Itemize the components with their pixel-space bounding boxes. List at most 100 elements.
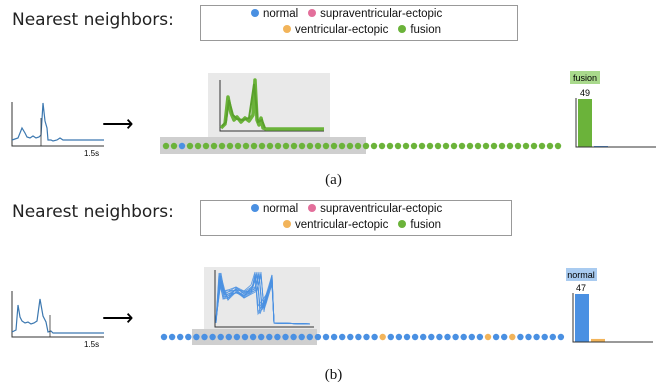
neighbor-dot: [509, 333, 516, 341]
histogram-bar: [578, 99, 592, 147]
nearest-neighbors-title: Nearest neighbors:: [12, 202, 174, 222]
histogram-bar: [591, 338, 605, 342]
neighbor-dot: [354, 142, 362, 150]
neighbor-dot: [338, 142, 346, 150]
neighbor-dot: [410, 142, 418, 150]
neighbor-dot: [274, 333, 281, 341]
legend-item-fusion: fusion: [398, 219, 441, 231]
neighbor-dot: [418, 142, 426, 150]
neighbor-dot: [546, 142, 554, 150]
neighbor-overlay-plot: [208, 73, 330, 137]
neighbor-dot: [371, 333, 378, 341]
neighbor-dot: [514, 142, 522, 150]
neighbor-dot: [201, 333, 208, 341]
dot-icon: [308, 204, 317, 212]
neighbor-dot: [476, 333, 484, 341]
histogram-bar: [575, 294, 589, 342]
neighbor-dot: [378, 142, 386, 150]
neighbor-dot-strip: [162, 142, 562, 150]
dot-icon: [398, 220, 407, 228]
neighbor-dot: [306, 142, 314, 150]
neighbor-trace: [215, 271, 311, 325]
neighbor-dot: [168, 333, 176, 341]
neighbor-dot: [442, 142, 450, 150]
neighbor-dot: [379, 333, 386, 341]
neighbor-dot: [387, 333, 394, 341]
neighbor-dot: [428, 333, 435, 341]
neighbor-dot: [218, 142, 226, 150]
class-legend: normal supraventricular-ectopic ventricul…: [200, 200, 512, 236]
neighbor-dot: [225, 333, 232, 341]
neighbor-dot: [452, 333, 459, 341]
legend-item-normal: normal: [251, 203, 298, 215]
neighbor-dot: [226, 142, 234, 150]
dot-icon: [283, 25, 291, 33]
neighbor-dot: [193, 333, 200, 341]
neighbor-dot: [290, 333, 297, 341]
neighbor-dot: [249, 333, 257, 341]
neighbor-dot: [538, 142, 546, 150]
query-signal: 1.5s: [11, 291, 104, 349]
neighbor-dot: [202, 142, 210, 150]
legend-item-fusion: fusion: [398, 24, 441, 36]
class-legend: normal supraventricular-ectopic ventricul…: [200, 5, 518, 41]
neighbor-dot: [355, 333, 362, 341]
neighbor-dot: [234, 142, 242, 150]
neighbor-dot: [160, 333, 168, 341]
dot-icon: [308, 9, 317, 17]
class-histogram: normal 47: [566, 268, 653, 343]
query-signal: 1.5s: [11, 102, 104, 158]
neighbor-dot: [458, 142, 466, 150]
legend-item-supraventricular-ectopic: supraventricular-ectopic: [308, 203, 442, 215]
neighbor-dot: [322, 333, 330, 341]
neighbor-dot: [402, 142, 410, 150]
neighbor-dot: [339, 333, 346, 341]
legend-item-ventricular-ectopic: ventricular-ectopic: [283, 219, 388, 231]
neighbor-dot: [434, 142, 442, 150]
neighbor-dot: [525, 333, 532, 341]
nearest-neighbors-title: Nearest neighbors:: [12, 10, 174, 30]
predicted-class-label: fusion: [573, 73, 597, 83]
neighbor-dot: [506, 142, 514, 150]
neighbor-dot: [436, 333, 443, 341]
neighbor-dot: [162, 142, 170, 150]
top-count-label: 49: [580, 88, 590, 98]
neighbor-dot-strip: [160, 333, 565, 341]
panel-b-graphics: 1.5s ⟶ normal 47: [11, 267, 653, 349]
neighbor-dot: [444, 333, 451, 341]
neighbor-dot: [530, 142, 538, 150]
neighbor-dot: [403, 333, 411, 341]
neighbor-dot: [450, 142, 458, 150]
neighbor-dot: [460, 333, 467, 341]
legend-item-ventricular-ectopic: ventricular-ectopic: [283, 24, 388, 36]
arrow-icon: ⟶: [102, 111, 134, 136]
neighbor-dot: [314, 333, 322, 341]
panel-b: Nearest neighbors: normal supraventricula…: [0, 195, 667, 387]
neighbor-dot: [274, 142, 282, 150]
dot-icon: [283, 220, 291, 228]
neighbor-dot: [522, 142, 530, 150]
neighbor-dot: [209, 333, 216, 341]
neighbor-dot: [484, 333, 492, 341]
neighbor-dot: [186, 142, 194, 150]
neighbor-dot: [468, 333, 475, 341]
neighbor-dot: [554, 142, 562, 150]
neighbor-dot: [177, 333, 184, 341]
neighbor-dot: [394, 142, 402, 150]
neighbor-dot: [557, 333, 565, 341]
neighbor-dot: [395, 333, 403, 341]
neighbor-dot: [298, 333, 305, 341]
neighbor-dot: [474, 142, 482, 150]
neighbor-dot: [533, 333, 540, 341]
neighbor-dot: [314, 142, 322, 150]
legend-item-normal: normal: [251, 8, 298, 20]
neighbor-dot: [290, 142, 298, 150]
neighbor-dot: [346, 142, 354, 150]
neighbor-dot: [347, 333, 354, 341]
predicted-class-badge: [570, 71, 600, 84]
neighbor-dot: [185, 333, 192, 341]
neighbor-dot: [420, 333, 427, 341]
panel-a-graphics: 1.5s ⟶ fusion 49: [11, 71, 656, 158]
neighbor-dot: [330, 142, 338, 150]
neighbor-dot: [217, 333, 224, 341]
